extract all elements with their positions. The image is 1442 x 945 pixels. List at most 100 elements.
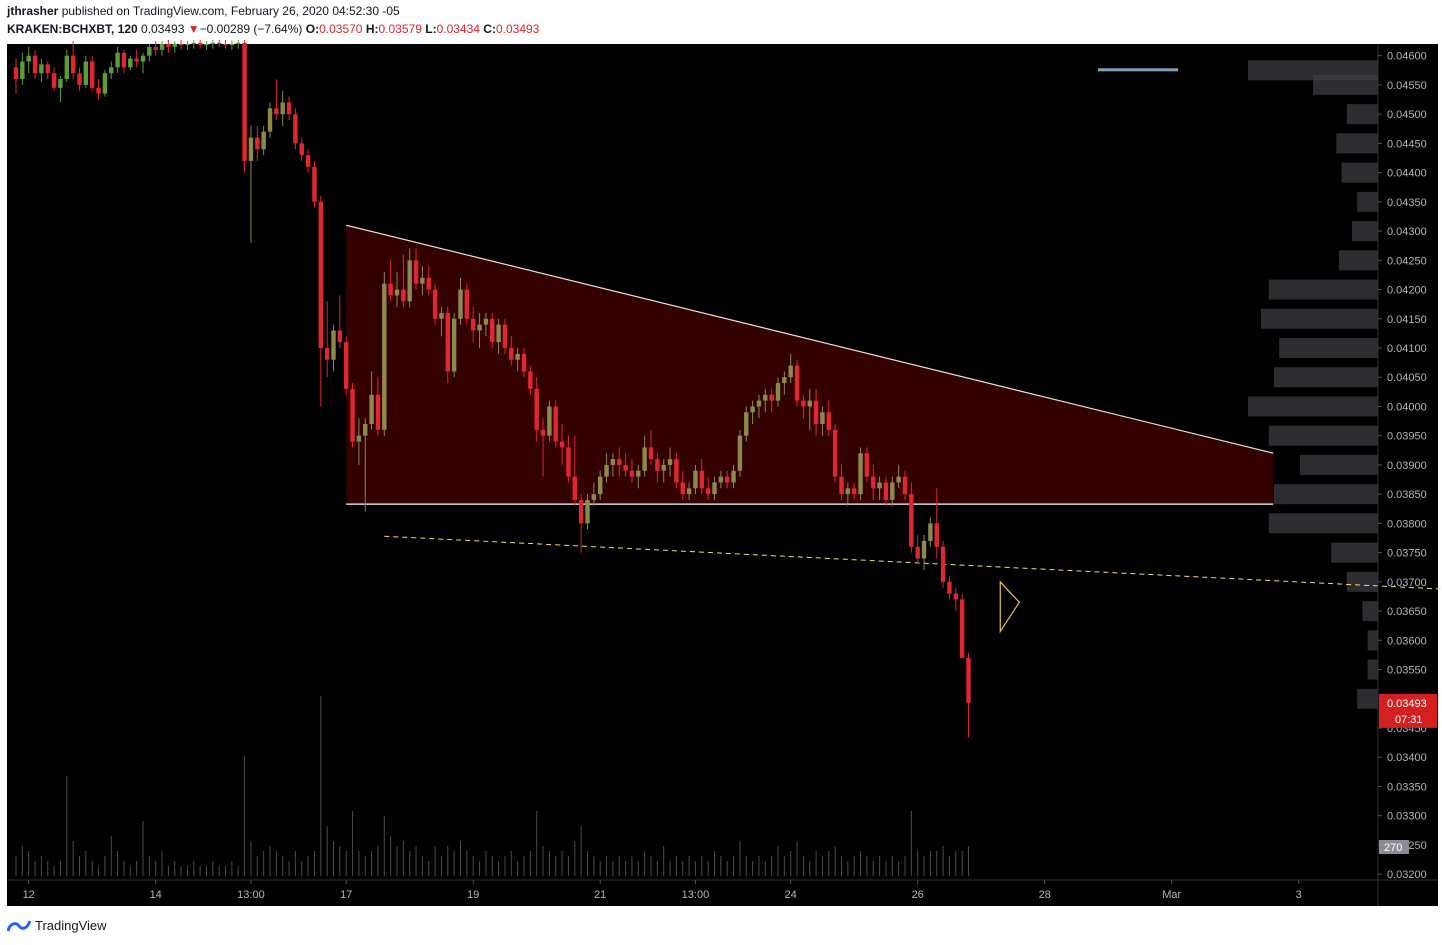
candle-body bbox=[712, 482, 717, 495]
candle bbox=[566, 435, 571, 483]
candle-body bbox=[39, 64, 44, 74]
price-change: −0.00289 (−7.64%) bbox=[199, 22, 303, 36]
footer-brand[interactable]: TradingView bbox=[7, 918, 107, 933]
volume-bar bbox=[34, 861, 36, 876]
candle-body bbox=[439, 312, 444, 319]
candle-body bbox=[90, 61, 95, 88]
candle-body bbox=[337, 330, 343, 343]
volume-bar bbox=[40, 856, 42, 876]
candle bbox=[369, 371, 374, 430]
time-axis[interactable]: 12 14 13:00 17 19 21 13:00 24 26 28 Mar 3 bbox=[23, 880, 1302, 901]
candle bbox=[636, 464, 641, 489]
candle bbox=[229, 40, 235, 50]
last-price: 0.03493 bbox=[141, 22, 185, 36]
author-name[interactable]: jthrasher bbox=[7, 4, 59, 18]
volume-bar bbox=[72, 841, 74, 876]
volume-profile-bar bbox=[1268, 513, 1378, 534]
candle-body bbox=[788, 365, 793, 378]
candle bbox=[909, 482, 914, 553]
candle-body bbox=[102, 73, 108, 94]
candle-body bbox=[458, 289, 463, 319]
volume-profile-bar bbox=[1362, 601, 1378, 622]
candle-body bbox=[115, 52, 120, 68]
candle-body bbox=[547, 406, 552, 436]
candle bbox=[826, 400, 831, 436]
candle bbox=[445, 307, 450, 384]
candle bbox=[921, 535, 927, 571]
volume-bar bbox=[167, 866, 169, 876]
volume-bar bbox=[574, 841, 576, 876]
candle bbox=[693, 464, 698, 495]
candle bbox=[64, 49, 69, 82]
volume-bar bbox=[593, 856, 595, 876]
candle bbox=[712, 476, 717, 500]
time-tick-label: 13:00 bbox=[682, 889, 710, 901]
volume-bar bbox=[650, 856, 652, 876]
volume-profile-bar bbox=[1339, 250, 1378, 271]
candle-body bbox=[248, 137, 254, 161]
down-arrow-icon: ▼ bbox=[187, 22, 200, 36]
volume-bar bbox=[218, 866, 220, 876]
candle-body bbox=[674, 459, 679, 483]
candle-body bbox=[839, 476, 844, 495]
price-tick-label: 0.04150 bbox=[1387, 314, 1427, 326]
volume-bar bbox=[752, 861, 754, 876]
candle-body bbox=[718, 476, 724, 483]
volume-profile-bar bbox=[1274, 484, 1378, 505]
candle bbox=[451, 312, 457, 378]
candle-body bbox=[229, 44, 235, 46]
candle-body bbox=[204, 44, 209, 46]
candle-body bbox=[375, 394, 381, 430]
triangle-pattern-fill bbox=[346, 225, 1274, 505]
candle-body bbox=[293, 114, 298, 144]
candle-body bbox=[744, 412, 749, 436]
candle-body bbox=[26, 55, 31, 62]
candle-body bbox=[725, 476, 730, 483]
volume-profile-bar bbox=[1341, 162, 1378, 183]
candle bbox=[153, 41, 158, 56]
candle bbox=[769, 388, 774, 413]
candle-body bbox=[661, 464, 666, 471]
candle bbox=[267, 102, 273, 138]
volume-badge bbox=[1379, 840, 1409, 854]
candle-body bbox=[864, 453, 870, 477]
candle bbox=[255, 125, 260, 161]
candle-body bbox=[147, 46, 152, 56]
candle-body bbox=[64, 55, 69, 80]
volume-bar bbox=[161, 851, 163, 876]
candle-body bbox=[737, 435, 743, 471]
symbol-name[interactable]: KRAKEN:BCHXBT, 120 bbox=[7, 22, 138, 36]
candle-body bbox=[210, 42, 216, 44]
candle-body bbox=[407, 260, 412, 302]
time-tick-label: 21 bbox=[594, 889, 606, 901]
volume-bar bbox=[479, 861, 481, 876]
candle bbox=[871, 464, 876, 500]
candle-body bbox=[312, 166, 317, 202]
candle-body bbox=[236, 42, 241, 44]
candle bbox=[77, 67, 82, 91]
candle bbox=[731, 464, 736, 489]
volume-profile bbox=[1098, 60, 1378, 709]
volume-bar bbox=[364, 856, 366, 876]
volume-bar bbox=[288, 861, 290, 876]
candle bbox=[432, 283, 438, 325]
candle-body bbox=[858, 453, 863, 495]
candle-body bbox=[756, 400, 762, 407]
high-value: 0.03579 bbox=[378, 22, 422, 36]
candle bbox=[140, 52, 146, 74]
candle-body bbox=[394, 289, 400, 296]
candle bbox=[852, 482, 857, 500]
volume-bar bbox=[567, 856, 569, 876]
candle-body bbox=[432, 289, 438, 319]
candle-body bbox=[940, 546, 946, 582]
volume-bar bbox=[91, 861, 93, 876]
volume-bar bbox=[555, 856, 557, 876]
candle-body bbox=[445, 312, 450, 372]
volume-bar bbox=[790, 851, 792, 876]
price-chart[interactable]: 0.04600 0.04550 0.04500 0.04450 0.04400 0.043… bbox=[0, 40, 1442, 910]
volume-bar bbox=[231, 861, 233, 876]
candle-body bbox=[655, 459, 660, 471]
candle bbox=[775, 377, 781, 407]
candle bbox=[102, 70, 108, 97]
volume-bar bbox=[142, 821, 144, 876]
